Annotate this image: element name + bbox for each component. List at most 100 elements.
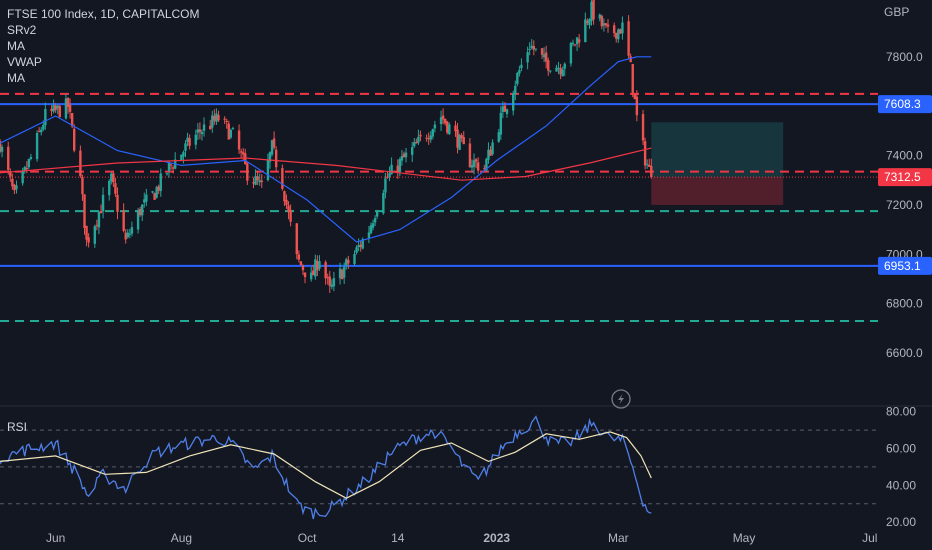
price-tick-label: 7400.0 [886,149,923,163]
symbol-title[interactable]: FTSE 100 Index, 1D, CAPITALCOM [7,7,200,21]
candle-body [37,130,41,132]
candle-body [592,0,595,20]
chart-legend[interactable]: FTSE 100 Index, 1D, CAPITALCOM SRv2 MA V… [7,6,200,86]
candle-body [97,212,101,228]
candle-body [93,226,97,244]
position-target-zone [651,122,784,178]
candle-body [126,232,129,238]
candle-body [58,106,61,118]
candle-body [171,167,175,169]
price-badge-text: 7312.5 [884,170,921,184]
candle-body [526,52,529,63]
price-badge-text: 7608.3 [884,97,921,111]
candle-body [35,132,39,160]
candle-body [386,176,389,178]
candle-body [615,32,618,39]
candle-body [415,141,418,144]
candle-body [439,117,443,125]
candle-body [518,70,521,74]
candle-body [81,177,84,195]
candle-body [153,193,156,200]
rsi-tick-label: 80.00 [886,405,916,419]
x-tick-label: Oct [298,531,317,545]
candle-body [217,114,220,121]
candle-body [462,137,465,145]
candle-body [136,210,140,230]
candle-body [338,268,342,279]
candle-body [645,164,649,166]
candle-body [431,129,435,137]
price-badge-6953.1 [878,256,932,275]
ma-blue-line [0,56,652,243]
indicator-srv2[interactable]: SRv2 [7,23,37,37]
indicator-ma-1[interactable]: MA [7,39,25,53]
candle-body [340,269,344,280]
candle-body [0,147,4,152]
candle-body [151,191,154,193]
candle-body [577,39,581,43]
candle-body [547,60,550,71]
candle-body [505,109,509,114]
candle-body [497,132,500,142]
candle-body [468,143,472,168]
candle-body [617,29,620,40]
candle-body [557,67,560,69]
candle-body [198,129,202,132]
candle-body [310,272,313,280]
candle-body [188,138,191,146]
candle-body [297,254,301,260]
candle-body [196,129,200,133]
candle-body [516,73,519,85]
candle-body [165,173,169,175]
candle-body [29,156,33,159]
candle-body [87,237,90,243]
candle-body [289,209,292,222]
candle-body [7,146,10,170]
candle-body [99,211,103,214]
candle-body [633,94,636,100]
candle-body [301,265,305,271]
candle-body [227,123,230,140]
candle-body [254,175,257,185]
candle-body [446,121,449,133]
candle-body [602,23,606,26]
indicator-ma-2[interactable]: MA [7,71,25,85]
candle-body [122,210,125,231]
candle-body [460,135,463,139]
rsi-title[interactable]: RSI [7,420,28,434]
candle-body [398,159,402,173]
candle-body [194,134,197,145]
candle-body [9,171,12,177]
candle-body [501,106,505,112]
candle-body [419,134,422,137]
candle-body [332,278,336,287]
candle-body [209,125,212,130]
price-badge-7312.5 [878,168,932,187]
candle-body [44,109,47,126]
candle-body [448,124,451,135]
lightning-icon [611,389,631,409]
rsi-line [0,415,652,520]
candle-body [648,164,651,167]
candle-body [514,85,517,95]
candle-body [347,259,350,264]
candle-body [345,259,348,266]
candle-body [242,152,245,155]
candle-body [180,154,183,161]
candle-body [130,227,134,234]
candle-body [411,147,414,155]
candle-body [318,261,321,269]
candle-body [456,129,459,148]
candle-body [417,136,420,143]
price-badge-7608.3 [878,95,932,114]
x-tick-label: 14 [391,531,405,545]
candle-body [629,56,632,63]
candle-body [155,187,158,198]
indicator-vwap[interactable]: VWAP [7,55,42,69]
candle-body [112,173,115,183]
candle-body [355,247,358,253]
candle-body [274,149,278,168]
candle-body [413,142,416,147]
